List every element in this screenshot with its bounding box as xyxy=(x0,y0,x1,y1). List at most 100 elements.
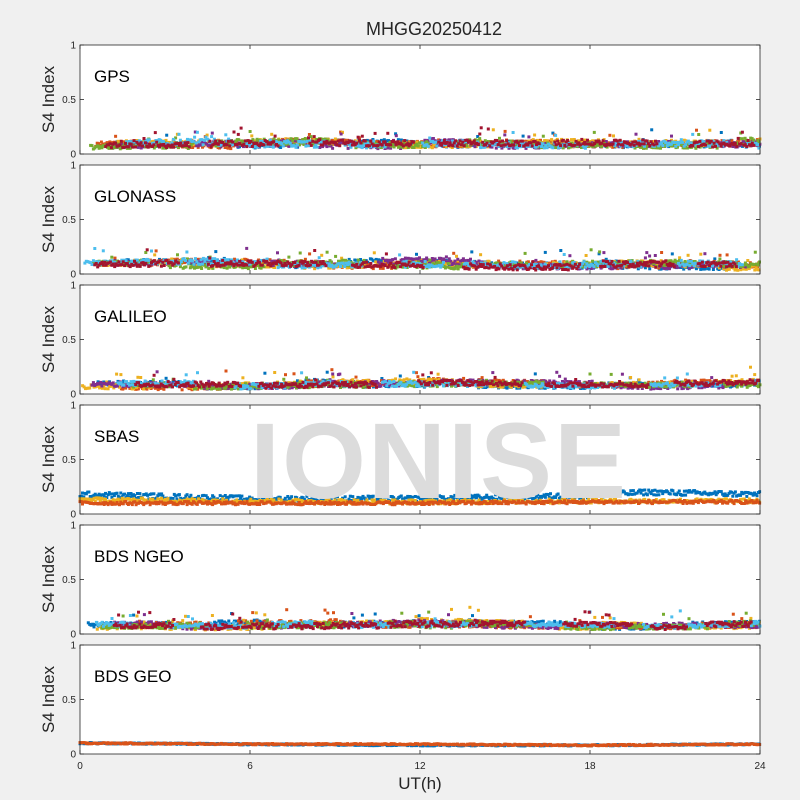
data-point xyxy=(294,139,298,143)
data-point xyxy=(563,143,567,147)
data-point xyxy=(150,249,153,253)
data-point xyxy=(178,138,182,142)
data-point xyxy=(259,266,263,270)
data-point xyxy=(386,146,390,150)
data-point xyxy=(288,141,292,145)
data-point xyxy=(691,132,695,136)
data-point xyxy=(565,260,569,264)
data-point xyxy=(201,143,205,147)
data-point xyxy=(321,143,325,147)
data-point xyxy=(462,144,466,148)
data-point xyxy=(394,142,398,146)
data-point xyxy=(498,136,501,140)
data-point xyxy=(228,265,232,269)
data-point xyxy=(428,136,432,140)
data-point xyxy=(204,257,208,261)
data-point xyxy=(476,143,480,146)
data-point xyxy=(752,143,756,147)
data-point xyxy=(554,143,558,147)
data-point xyxy=(554,133,558,137)
data-point xyxy=(334,254,338,258)
data-point xyxy=(309,143,313,147)
data-point xyxy=(704,143,708,147)
data-point xyxy=(343,138,347,142)
data-point xyxy=(648,254,652,258)
data-point xyxy=(379,138,383,142)
data-point xyxy=(331,146,335,150)
data-point xyxy=(647,140,651,144)
data-point xyxy=(144,251,148,254)
data-point xyxy=(105,141,109,145)
data-point xyxy=(315,145,319,149)
data-point xyxy=(360,134,364,138)
data-point xyxy=(445,265,449,269)
data-point xyxy=(459,143,463,147)
data-point xyxy=(406,256,410,260)
data-point xyxy=(602,251,606,255)
data-point xyxy=(93,247,97,250)
data-point xyxy=(219,145,223,149)
data-point xyxy=(499,144,503,148)
data-point xyxy=(161,260,165,264)
data-point xyxy=(311,139,315,143)
data-point xyxy=(341,258,345,262)
data-point xyxy=(383,140,387,144)
data-point xyxy=(192,262,196,266)
data-point xyxy=(405,139,409,143)
data-point xyxy=(272,140,276,144)
data-point xyxy=(373,131,377,135)
data-point xyxy=(111,262,115,266)
data-point xyxy=(641,138,645,142)
data-point xyxy=(618,138,622,142)
data-point xyxy=(215,264,219,268)
data-point xyxy=(248,130,252,133)
data-point xyxy=(697,145,700,149)
data-point xyxy=(545,146,549,150)
data-point xyxy=(341,130,344,134)
data-point xyxy=(136,145,140,149)
data-point xyxy=(276,266,280,270)
data-point xyxy=(490,145,494,149)
data-point xyxy=(660,251,664,254)
data-point xyxy=(695,128,698,132)
data-point xyxy=(752,138,756,142)
data-point xyxy=(601,139,605,143)
data-point xyxy=(479,139,483,143)
data-point xyxy=(450,146,454,149)
data-point xyxy=(711,145,715,149)
data-point xyxy=(740,130,744,134)
data-point xyxy=(737,138,741,142)
data-point xyxy=(518,144,521,147)
data-point xyxy=(558,260,562,264)
data-point xyxy=(566,139,570,142)
data-point xyxy=(139,141,143,145)
data-point xyxy=(172,145,176,149)
data-point xyxy=(118,143,122,147)
data-point xyxy=(389,143,393,147)
data-point xyxy=(239,126,243,130)
data-point xyxy=(381,256,385,260)
data-point xyxy=(141,144,144,148)
data-point xyxy=(176,261,180,265)
data-point xyxy=(648,144,652,147)
data-point xyxy=(152,259,156,263)
data-point xyxy=(358,138,361,142)
y-axis-label: S4 Index xyxy=(39,65,58,133)
data-point xyxy=(592,265,596,269)
data-point xyxy=(131,263,135,267)
data-point xyxy=(384,143,388,146)
data-point xyxy=(121,143,125,147)
data-point xyxy=(120,263,124,267)
data-point xyxy=(439,256,443,260)
data-point xyxy=(441,141,445,145)
data-point xyxy=(447,144,451,148)
data-point xyxy=(191,259,195,263)
data-point xyxy=(498,140,502,144)
data-point xyxy=(186,141,190,145)
data-point xyxy=(148,264,152,268)
data-point xyxy=(753,250,757,254)
data-point xyxy=(101,249,105,253)
data-point xyxy=(697,133,701,136)
data-point xyxy=(380,143,384,147)
